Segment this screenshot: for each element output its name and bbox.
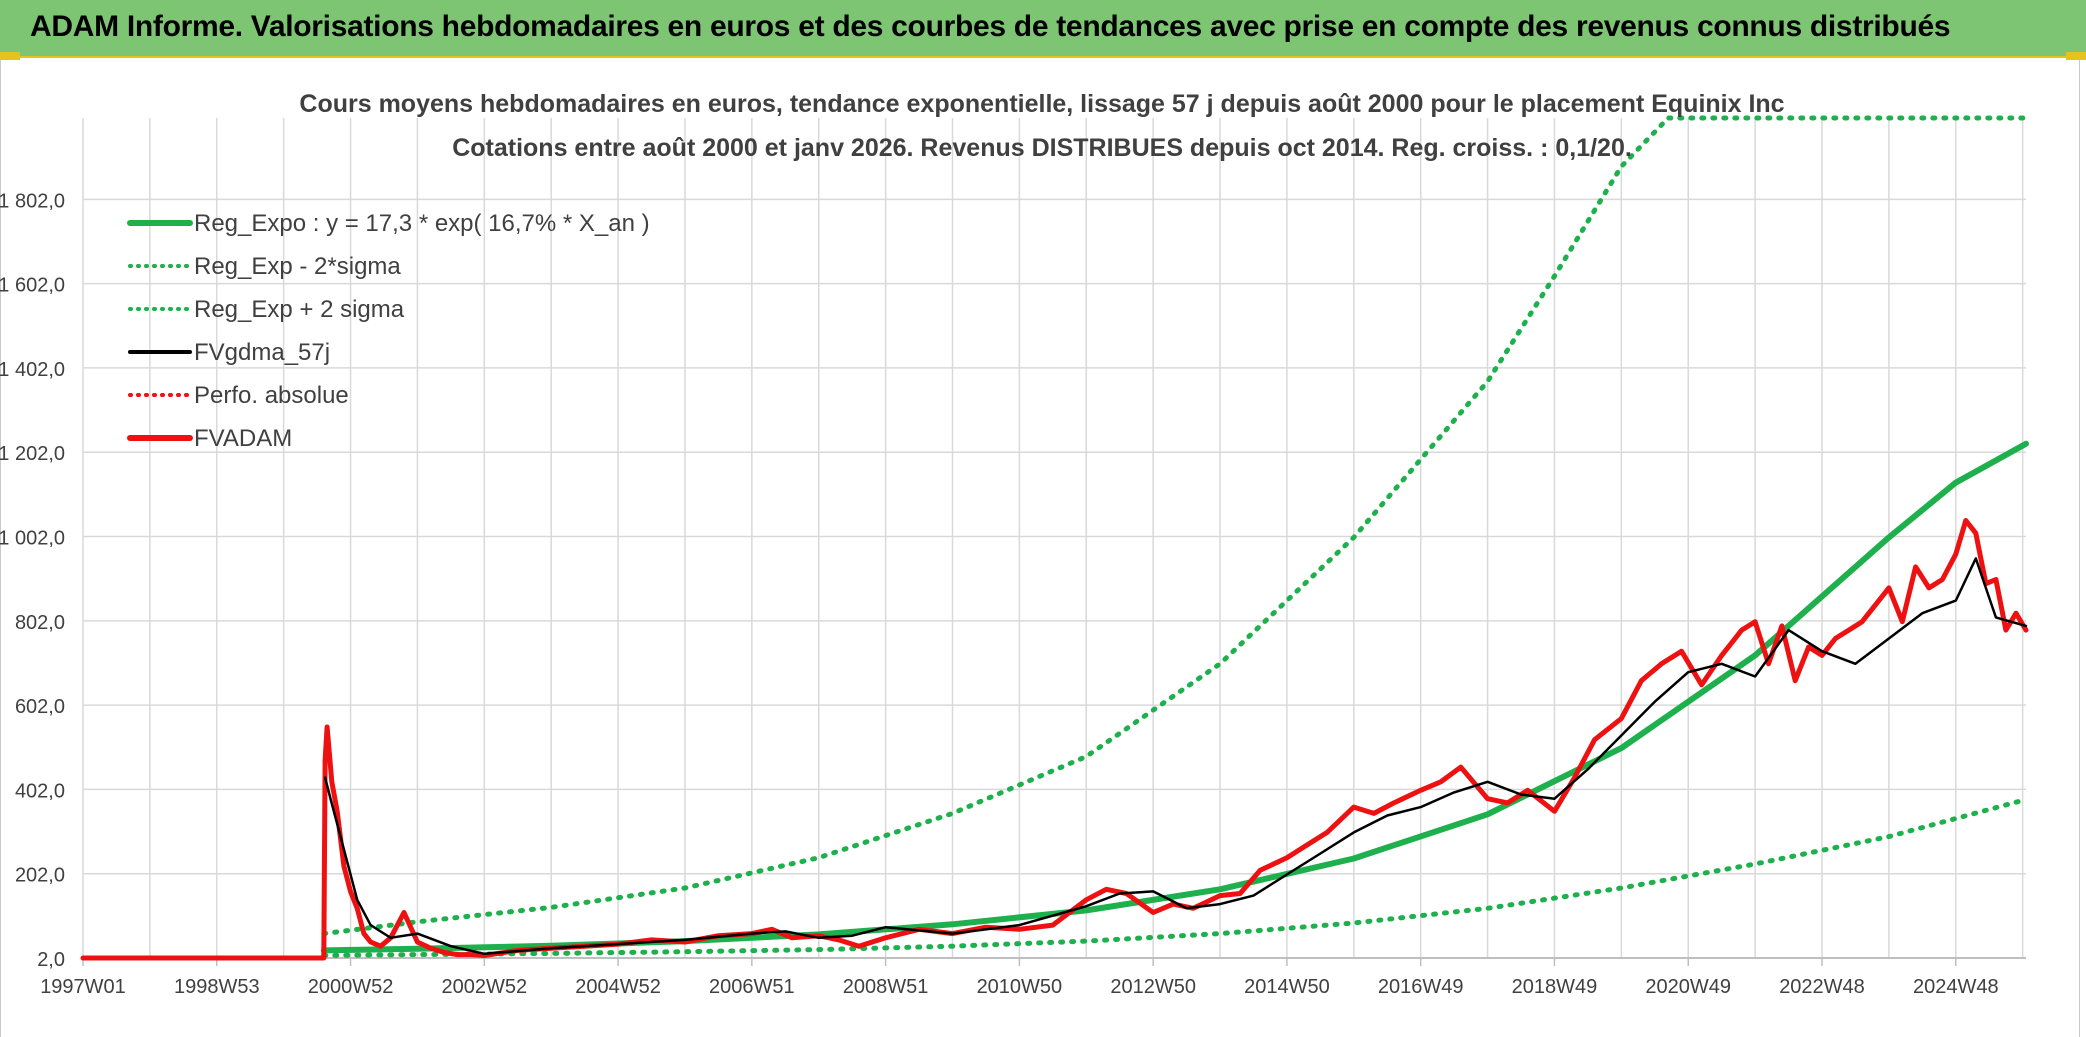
x-axis: 1997W01 1998W53 2000W52 2002W52 2004W52 2006W…	[40, 957, 2026, 998]
left-accent-marker	[0, 52, 20, 60]
x-tick-label: 2004W52	[575, 976, 661, 998]
series-reg-exp-plus-2sigma	[321, 115, 2029, 937]
series-reg-exp-minus-2sigma	[321, 797, 2029, 958]
legend: Reg_Expo : y = 17,3 * exp( 16,7% * X_an …	[127, 210, 650, 452]
legend-label: Perfo. absolue	[194, 382, 349, 409]
x-tick-label: 2016W49	[1378, 976, 1464, 998]
chart-title-line1: Cours moyens hebdomadaires en euros, ten…	[299, 90, 1784, 118]
y-tick-label: 1 002,0	[0, 528, 65, 550]
y-tick-label: 1 402,0	[0, 359, 65, 381]
x-tick-label: 2010W50	[977, 976, 1063, 998]
y-tick-label: 802,0	[15, 612, 65, 634]
chart-title-line2: Cotations entre août 2000 et janv 2026. …	[452, 134, 1632, 162]
series-fvgdma-57j	[323, 557, 2028, 956]
y-tick-label: 1 802,0	[0, 190, 65, 212]
y-tick-label: 202,0	[15, 865, 65, 887]
chart-titles: Cours moyens hebdomadaires en euros, ten…	[299, 90, 1784, 162]
x-tick-label: 2000W52	[308, 976, 394, 998]
y-axis: 2,0 202,0 402,0 602,0 802,0 1 002,0 1 202,0 1 4…	[0, 190, 65, 971]
y-tick-label: 1 602,0	[0, 275, 65, 297]
legend-label: FVgdma_57j	[194, 339, 330, 366]
report-title: ADAM Informe. Valorisations hebdomadaire…	[30, 10, 1951, 43]
chart-frame	[0, 60, 2080, 1037]
x-tick-label: 1997W01	[40, 976, 126, 998]
right-accent-marker	[2066, 52, 2086, 60]
x-tick-label: 2022W48	[1779, 976, 1865, 998]
x-tick-label: 1998W53	[174, 976, 260, 998]
legend-label: Reg_Exp + 2 sigma	[194, 296, 405, 323]
y-tick-label: 1 202,0	[0, 443, 65, 465]
y-tick-label: 402,0	[15, 780, 65, 802]
x-tick-label: 2024W48	[1913, 976, 1999, 998]
x-tick-label: 2002W52	[441, 976, 527, 998]
x-tick-label: 2006W51	[709, 976, 795, 998]
y-tick-label: 2,0	[37, 949, 65, 971]
x-tick-label: 2014W50	[1244, 976, 1330, 998]
legend-label: FVADAM	[194, 425, 292, 452]
x-tick-label: 2018W49	[1512, 976, 1598, 998]
header-banner: ADAM Informe. Valorisations hebdomadaire…	[0, 0, 2086, 58]
series-fvadam	[80, 518, 2029, 961]
x-tick-label: 2008W51	[843, 976, 929, 998]
series-layer	[80, 115, 2029, 961]
x-tick-label: 2020W49	[1645, 976, 1731, 998]
legend-label: Reg_Exp - 2*sigma	[194, 253, 401, 280]
y-tick-label: 602,0	[15, 696, 65, 718]
x-tick-label: 2012W50	[1110, 976, 1196, 998]
grid	[82, 118, 2026, 959]
legend-label: Reg_Expo : y = 17,3 * exp( 16,7% * X_an …	[194, 210, 650, 237]
